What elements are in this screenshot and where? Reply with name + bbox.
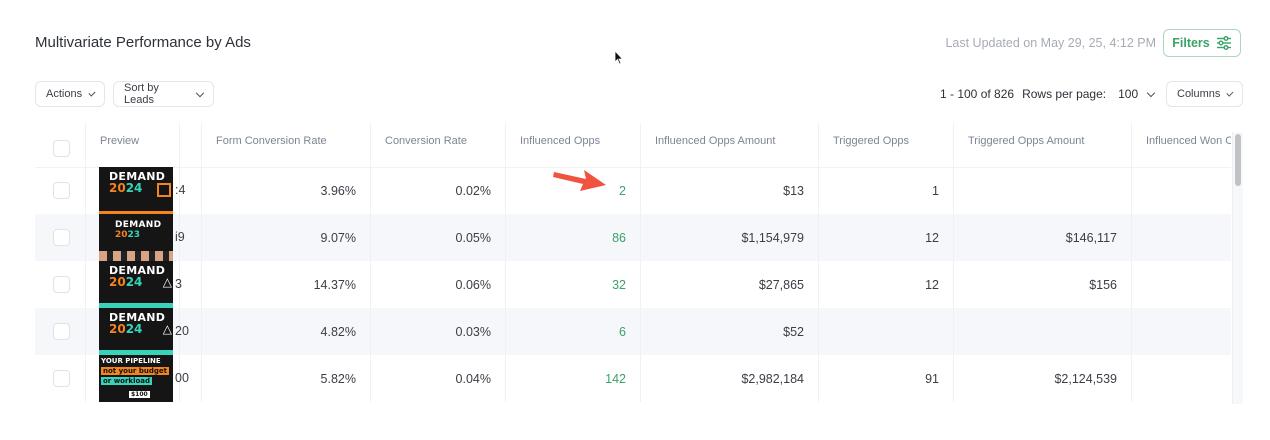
mouse-cursor-icon (614, 50, 624, 65)
col-influenced-won-opps[interactable]: Influenced Won O (1131, 123, 1231, 167)
col-conversion-rate[interactable]: Conversion Rate (370, 123, 505, 167)
actions-label: Actions (46, 88, 83, 100)
chevron-down-icon (195, 88, 205, 97)
actions-dropdown[interactable]: Actions (35, 81, 105, 107)
table-row[interactable]: DEMAND 2024 :4 3.96% 0.02% 2 $13 1 (35, 167, 1231, 214)
chevron-down-icon (1146, 88, 1156, 97)
influenced-opps-link[interactable]: 86 (505, 214, 640, 261)
triangle-logo-icon: △ (162, 322, 172, 336)
col-preview[interactable]: Preview (85, 123, 179, 167)
chevron-down-icon (1226, 89, 1234, 96)
vertical-scrollbar[interactable] (1232, 132, 1243, 404)
row-checkbox[interactable] (53, 229, 70, 246)
col-hidden (179, 123, 201, 167)
page-range: 1 - 100 of 826 (940, 87, 1015, 101)
col-triggered-opps-amount[interactable]: Triggered Opps Amount (953, 123, 1131, 167)
influenced-opps-link[interactable]: 2 (505, 167, 640, 214)
col-triggered-opps[interactable]: Triggered Opps (818, 123, 953, 167)
table-row[interactable]: DEMAND 2024 △ 3 14.37% 0.06% 32 $27,865 … (35, 261, 1231, 308)
table-row[interactable]: YOUR PIPELINE not your budget or workloa… (35, 355, 1231, 402)
col-form-conversion-rate[interactable]: Form Conversion Rate (201, 123, 370, 167)
col-influenced-opps-amount[interactable]: Influenced Opps Amount (640, 123, 818, 167)
table-header: Preview Form Conversion Rate Conversion … (35, 123, 1231, 168)
row-checkbox[interactable] (53, 370, 70, 387)
select-all-cell (35, 123, 85, 167)
faces-photo (99, 251, 173, 261)
ad-preview-thumbnail[interactable]: DEMAND 2023 (99, 214, 173, 261)
table-row[interactable]: DEMAND 2024 △ 20 4.82% 0.03% 6 $52 (35, 308, 1231, 355)
sliders-icon (1216, 36, 1231, 50)
page-title: Multivariate Performance by Ads (35, 34, 251, 51)
col-influenced-opps[interactable]: Influenced Opps (505, 123, 640, 167)
ad-preview-thumbnail[interactable]: DEMAND 2024 △ (99, 308, 173, 355)
scrollbar-thumb[interactable] (1235, 134, 1241, 186)
sort-label: Sort by Leads (124, 82, 159, 106)
pagination: 1 - 100 of 826 Rows per page: 100 (940, 87, 1156, 101)
influenced-opps-link[interactable]: 32 (505, 261, 640, 308)
row-checkbox[interactable] (53, 323, 70, 340)
filters-button[interactable]: Filters (1163, 29, 1241, 57)
sort-dropdown[interactable]: Sort by Leads (113, 81, 214, 107)
rows-per-page-select[interactable]: 100 (1118, 87, 1156, 101)
table-row[interactable]: DEMAND 2023 i9 9.07% 0.05% 86 $1,154,979… (35, 214, 1231, 261)
row-checkbox[interactable] (53, 276, 70, 293)
rows-per-page-label: Rows per page: (1022, 87, 1107, 101)
select-all-checkbox[interactable] (53, 140, 70, 157)
rows-per-page-value: 100 (1118, 87, 1139, 101)
row-checkbox[interactable] (53, 182, 70, 199)
triangle-logo-icon: △ (162, 275, 172, 289)
columns-label: Columns (1177, 88, 1221, 100)
influenced-opps-link[interactable]: 6 (505, 308, 640, 355)
ad-preview-thumbnail[interactable]: YOUR PIPELINE not your budget or workloa… (99, 355, 173, 402)
ads-table: Preview Form Conversion Rate Conversion … (35, 123, 1231, 405)
orange-square-graphic (157, 183, 171, 197)
columns-dropdown[interactable]: Columns (1166, 81, 1243, 107)
influenced-opps-link[interactable]: 142 (505, 355, 640, 402)
last-updated-text: Last Updated on May 29, 25, 4:12 PM (945, 36, 1156, 50)
annotation-arrow-icon (553, 170, 606, 191)
ad-preview-thumbnail[interactable]: DEMAND 2024 (99, 167, 173, 214)
ad-preview-thumbnail[interactable]: DEMAND 2024 △ (99, 261, 173, 308)
chevron-down-icon (88, 88, 96, 97)
filters-label: Filters (1172, 36, 1210, 50)
